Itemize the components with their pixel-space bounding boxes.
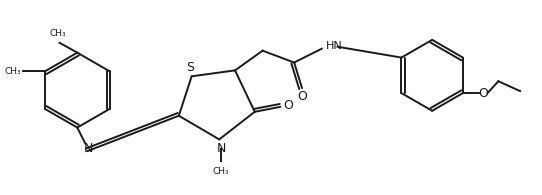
Text: HN: HN <box>326 41 343 51</box>
Text: N: N <box>83 142 93 155</box>
Text: N: N <box>217 142 226 155</box>
Text: O: O <box>283 99 293 112</box>
Text: CH₃: CH₃ <box>213 167 229 176</box>
Text: O: O <box>297 90 307 103</box>
Text: S: S <box>186 61 193 74</box>
Text: O: O <box>479 87 488 100</box>
Text: CH₃: CH₃ <box>4 67 21 76</box>
Text: CH₃: CH₃ <box>49 29 66 38</box>
